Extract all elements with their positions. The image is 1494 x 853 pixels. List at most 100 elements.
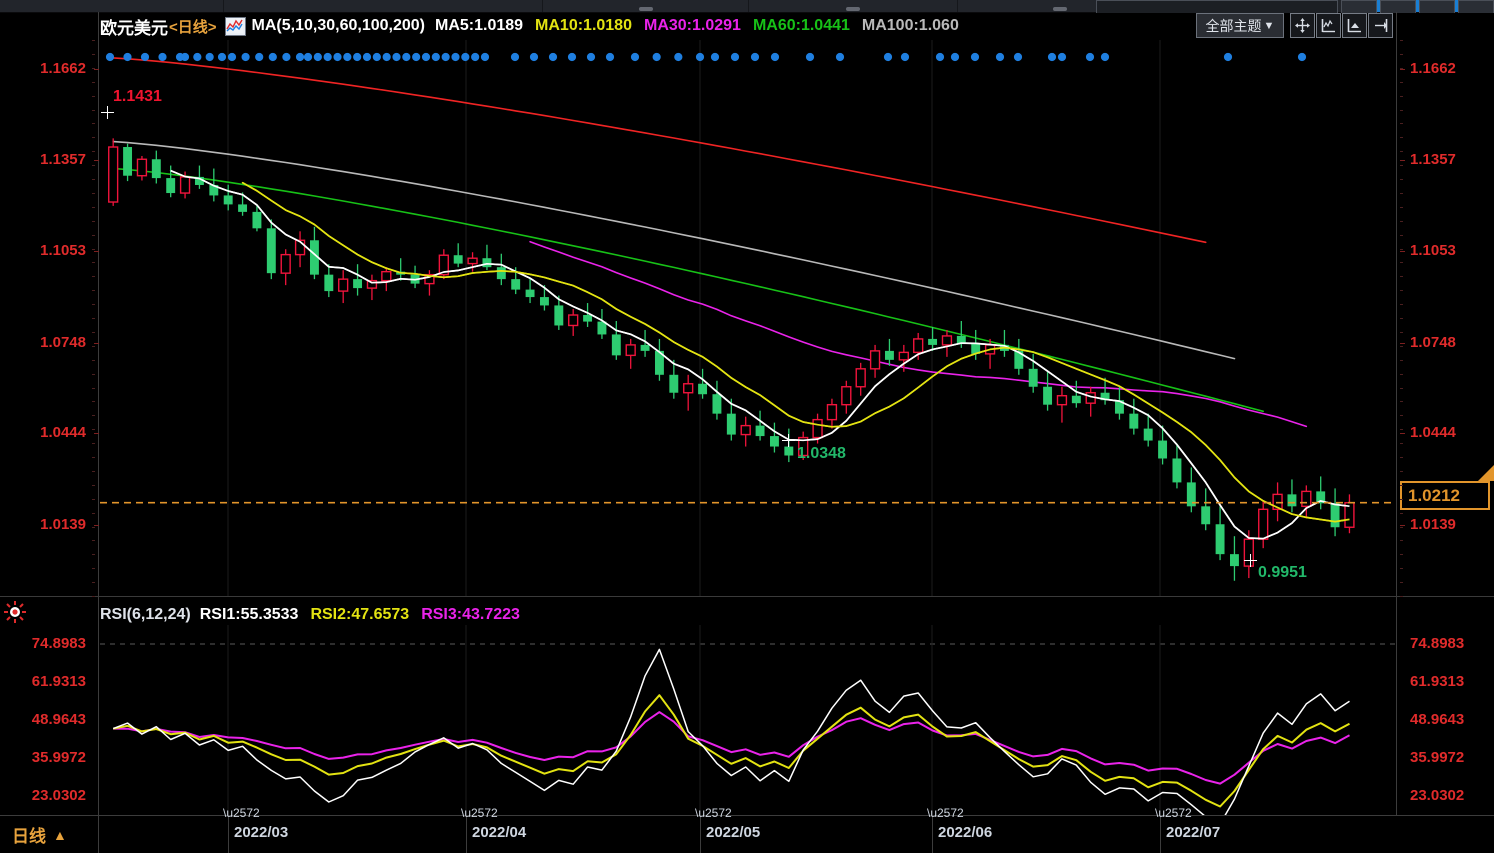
axis-minor-tick: [92, 179, 95, 180]
axis-tick: [1400, 251, 1405, 253]
price-axis-right[interactable]: 1.1662 1.1357 1.1053 1.0748 1.0444 1.0139 74.8…: [1400, 0, 1494, 853]
rsi-legend: RSI(6,12,24) RSI1:55.3533 RSI2:47.6573 R…: [100, 604, 520, 626]
axis-tick: [1400, 69, 1405, 71]
axis-tick: [1400, 342, 1405, 344]
axis-minor-tick: [92, 554, 95, 556]
axis-minor-tick: [92, 123, 95, 125]
axis-minor-tick: [92, 540, 95, 542]
price-axis-label: 1.1662: [40, 60, 86, 78]
axis-minor-tick: [1400, 179, 1403, 180]
rsi-axis-label: 74.8983: [31, 635, 86, 653]
axis-minor-tick: [92, 512, 95, 514]
axis-tick: [94, 69, 99, 71]
axis-tick: [1400, 160, 1405, 162]
time-axis-tick: \u2572: [927, 806, 964, 820]
axis-minor-tick: [92, 331, 95, 333]
rsi-axis-label: 48.9643: [31, 710, 86, 728]
axis-tick: [94, 524, 99, 526]
axis-minor-tick: [1400, 40, 1403, 41]
toolbar-field[interactable]: [1096, 0, 1338, 13]
ma-line-ma10-top: [242, 181, 1350, 523]
ma-line-ma5-top: [170, 169, 1350, 540]
axis-minor-tick: [1400, 165, 1403, 167]
ma10-value: MA10:1.0180: [535, 17, 632, 34]
time-axis-divider: [466, 815, 467, 853]
axis-minor-tick: [1400, 276, 1403, 278]
expand-right-icon[interactable]: [1368, 13, 1393, 38]
axis-minor-tick: [1400, 345, 1403, 347]
rsi-line-rsi1: [112, 648, 1350, 815]
axis-minor-tick: [1400, 331, 1403, 333]
axis-minor-tick: [1400, 53, 1403, 55]
rsi1-value: RSI1:55.3533: [199, 606, 299, 623]
axis-minor-tick: [1400, 220, 1403, 222]
axis-minor-tick: [1400, 470, 1403, 472]
ma60-value: MA60:1.0441: [752, 17, 850, 34]
axis-minor-tick: [1400, 359, 1403, 361]
ma-indicator-label: MA(5,10,30,60,100,200): [251, 17, 425, 34]
rsi-chart-panel[interactable]: [100, 625, 1396, 815]
rsi-line-rsi3: [113, 711, 1350, 785]
time-axis-label: 2022/07: [1166, 824, 1221, 841]
time-axis-bar[interactable]: [0, 815, 1494, 853]
time-axis-tick: \u2572: [461, 806, 498, 820]
ma5-value: MA5:1.0189: [434, 17, 524, 34]
ma-line-ma5: [169, 169, 1351, 540]
axis-minor-tick: [92, 443, 95, 445]
axis-minor-tick: [92, 151, 95, 153]
rsi2-value: RSI2:47.6573: [310, 606, 410, 623]
panel-divider: [0, 596, 1494, 597]
time-axis-divider: [700, 815, 701, 853]
ma30-value: MA30:1.0291: [643, 17, 741, 34]
period-selector[interactable]: 日线 ▲: [12, 822, 67, 847]
axis-tick: [1400, 433, 1405, 435]
axis-minor-tick: [92, 401, 95, 403]
time-axis-divider: [1160, 815, 1161, 853]
ma-chart-icon[interactable]: [224, 16, 246, 36]
price-chart-panel[interactable]: [100, 40, 1396, 596]
price-axis-label: 1.1357: [1410, 151, 1456, 169]
price-axis-label: 1.0748: [1410, 333, 1456, 351]
axis-minor-tick: [1400, 582, 1403, 584]
last-price-flag[interactable]: 1.0212: [1400, 481, 1490, 510]
crosshair-move-icon[interactable]: [1290, 13, 1315, 38]
sun-burst-icon[interactable]: [3, 600, 27, 624]
price-axis-label: 1.1357: [40, 151, 86, 169]
rsi-axis-label: 61.9313: [31, 672, 86, 690]
axis-minor-tick: [92, 53, 95, 55]
toolbar-button[interactable]: [1380, 0, 1416, 13]
axis-minor-tick: [92, 40, 95, 41]
axis-minor-tick: [1400, 81, 1403, 83]
theme-dropdown[interactable]: 全部主题 ▼: [1196, 13, 1284, 38]
axis-minor-tick: [92, 387, 95, 389]
axis-minor-tick: [92, 81, 95, 83]
price-axis-label: 1.0139: [40, 515, 86, 533]
axis-minor-tick: [1400, 568, 1403, 570]
axis-minor-tick: [92, 318, 95, 319]
axis-minor-tick: [1400, 415, 1403, 417]
align-left-icon[interactable]: [1316, 13, 1341, 38]
align-right-icon[interactable]: [1342, 13, 1367, 38]
time-axis-label: 2022/06: [938, 824, 993, 841]
time-axis-divider: [932, 815, 933, 853]
time-axis-divider: [228, 815, 229, 853]
price-axis-label: 1.0444: [1410, 424, 1456, 442]
axis-minor-tick: [1400, 206, 1403, 208]
axis-tick: [94, 433, 99, 435]
axis-minor-tick: [1400, 387, 1403, 389]
rsi-axis-label: 61.9313: [1410, 672, 1465, 690]
axis-tick: [94, 160, 99, 162]
symbol-period: <日线>: [169, 18, 217, 36]
price-axis-label: 1.1053: [1410, 242, 1456, 260]
toolbar-button[interactable]: [1341, 0, 1377, 13]
toolbar-button[interactable]: [1419, 0, 1455, 13]
time-axis-tick: \u2572: [695, 806, 732, 820]
time-axis-label: 2022/05: [706, 824, 761, 841]
swing-low-label: 1.0348: [797, 445, 846, 462]
axis-minor-tick: [1400, 457, 1403, 458]
axis-minor-tick: [92, 526, 95, 528]
axis-minor-tick: [1400, 554, 1403, 556]
window-toolbar-strip[interactable]: [0, 0, 1494, 13]
price-axis-left[interactable]: 1.1662 1.1357 1.1053 1.0748 1.0444 1.0139 74.8…: [0, 0, 99, 853]
